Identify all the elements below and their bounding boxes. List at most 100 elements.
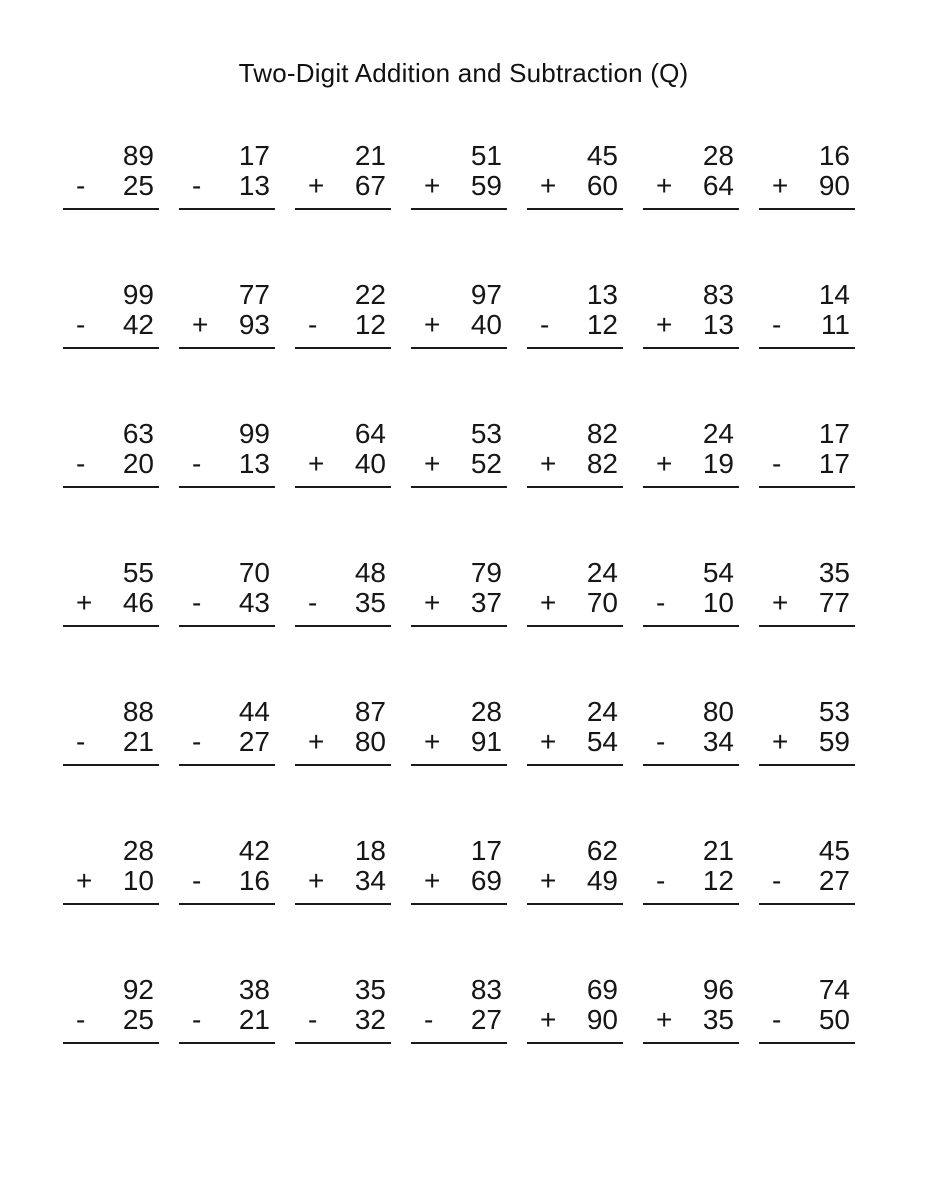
operator-sign: + (192, 309, 209, 340)
top-operand: 48 (354, 557, 386, 588)
problem-bottom-line: +13 (643, 310, 739, 340)
top-operand: 45 (586, 140, 618, 171)
math-problem: 87 +80 (295, 697, 391, 766)
operator-sign: - (656, 587, 666, 618)
math-problem: 21 - 12 (643, 836, 739, 905)
math-problem: 48 - 35 (295, 558, 391, 627)
bottom-operand: 35 (354, 587, 386, 618)
top-operand: 80 (702, 696, 734, 727)
problem-bottom-line: - 11 (759, 310, 855, 340)
math-problem: 99 - 13 (179, 419, 275, 488)
problem-bottom-line: - 12 (527, 310, 623, 340)
bottom-operand: 21 (238, 1004, 270, 1035)
math-problem: 83 - 27 (411, 975, 507, 1044)
operator-sign: + (772, 587, 789, 618)
bottom-operand: 13 (238, 170, 270, 201)
math-problem: 28 +64 (643, 141, 739, 210)
bottom-operand: 60 (586, 170, 618, 201)
bottom-operand: 34 (702, 726, 734, 757)
operator-sign: + (424, 309, 441, 340)
problem-bottom-line: - 27 (759, 866, 855, 896)
bottom-operand: 59 (470, 170, 502, 201)
operator-sign: - (656, 726, 666, 757)
bottom-operand: 16 (238, 865, 270, 896)
bottom-operand: 13 (238, 448, 270, 479)
operator-sign: - (76, 170, 86, 201)
math-problem: 62 +49 (527, 836, 623, 905)
bottom-operand: 27 (818, 865, 850, 896)
problem-bottom-line: - 25 (63, 1005, 159, 1035)
operator-sign: - (540, 309, 550, 340)
problem-bottom-line: - 34 (643, 727, 739, 757)
math-problem: 89 - 25 (63, 141, 159, 210)
problem-bottom-line: - 27 (411, 1005, 507, 1035)
math-problem: 22 - 12 (295, 280, 391, 349)
math-problem: 92 - 25 (63, 975, 159, 1044)
operator-sign: + (308, 170, 325, 201)
bottom-operand: 90 (586, 1004, 618, 1035)
bottom-operand: 42 (122, 309, 154, 340)
top-operand: 87 (354, 696, 386, 727)
worksheet-row: 88-21 44-27 87 +80 28 +91 24 +54 80-34 53 +59 (0, 697, 927, 766)
bottom-operand: 40 (470, 309, 502, 340)
problem-bottom-line: +90 (527, 1005, 623, 1035)
top-operand: 28 (702, 140, 734, 171)
problem-bottom-line: - 27 (179, 727, 275, 757)
problem-bottom-line: +49 (527, 866, 623, 896)
operator-sign: - (76, 309, 86, 340)
top-operand: 79 (470, 557, 502, 588)
bottom-operand: 10 (122, 865, 154, 896)
problem-bottom-line: +69 (411, 866, 507, 896)
math-problem: 24 +19 (643, 419, 739, 488)
math-problem: 17 +69 (411, 836, 507, 905)
bottom-operand: 67 (354, 170, 386, 201)
math-problem: 45 +60 (527, 141, 623, 210)
bottom-operand: 12 (586, 309, 618, 340)
math-problem: 16 +90 (759, 141, 855, 210)
bottom-operand: 17 (818, 448, 850, 479)
bottom-operand: 37 (470, 587, 502, 618)
math-problem: 21 +67 (295, 141, 391, 210)
operator-sign: + (424, 865, 441, 896)
top-operand: 70 (238, 557, 270, 588)
operator-sign: + (76, 865, 93, 896)
math-problem: 97 +40 (411, 280, 507, 349)
math-problem: 13 - 12 (527, 280, 623, 349)
bottom-operand: 25 (122, 1004, 154, 1035)
operator-sign: - (424, 1004, 434, 1035)
bottom-operand: 12 (702, 865, 734, 896)
top-operand: 83 (702, 279, 734, 310)
top-operand: 17 (470, 835, 502, 866)
problem-bottom-line: +19 (643, 449, 739, 479)
bottom-operand: 69 (470, 865, 502, 896)
problem-bottom-line: +60 (527, 171, 623, 201)
operator-sign: - (76, 448, 86, 479)
operator-sign: - (192, 726, 202, 757)
problem-bottom-line: - 16 (179, 866, 275, 896)
problem-bottom-line: +46 (63, 588, 159, 618)
top-operand: 77 (238, 279, 270, 310)
problem-bottom-line: - 17 (759, 449, 855, 479)
top-operand: 14 (818, 279, 850, 310)
bottom-operand: 46 (122, 587, 154, 618)
math-problem: 53 +52 (411, 419, 507, 488)
math-problem: 70 - 43 (179, 558, 275, 627)
bottom-operand: 70 (586, 587, 618, 618)
operator-sign: - (772, 448, 782, 479)
top-operand: 28 (470, 696, 502, 727)
problem-bottom-line: +40 (411, 310, 507, 340)
operator-sign: - (656, 865, 666, 896)
top-operand: 21 (354, 140, 386, 171)
problem-bottom-line: +52 (411, 449, 507, 479)
operator-sign: + (656, 1004, 673, 1035)
bottom-operand: 50 (818, 1004, 850, 1035)
worksheet-grid: 89-25 17-13 21 +67 51 +59 45 +60 28 +64 16 +90 99-42… (0, 141, 927, 1044)
top-operand: 28 (122, 835, 154, 866)
top-operand: 82 (586, 418, 618, 449)
problem-bottom-line: +59 (759, 727, 855, 757)
top-operand: 24 (586, 696, 618, 727)
problem-bottom-line: - 35 (295, 588, 391, 618)
problem-bottom-line: +90 (759, 171, 855, 201)
bottom-operand: 32 (354, 1004, 386, 1035)
top-operand: 21 (702, 835, 734, 866)
